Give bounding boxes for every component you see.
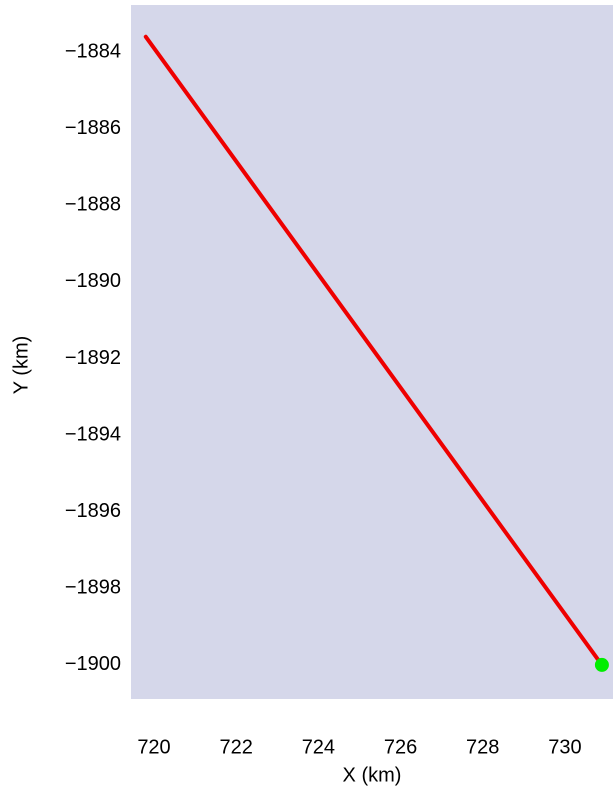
x-tick-label: 720 [137,736,170,758]
plot-area [131,5,613,699]
x-tick-label: 722 [220,736,253,758]
y-tick-label: −1890 [65,270,121,292]
y-tick-label: −1886 [65,117,121,139]
x-tick-label: 724 [302,736,335,758]
y-tick-label: −1892 [65,347,121,369]
page: X (km) Y (km) 720 722 724 726 728 730 −1884 −18… [0,0,613,801]
y-axis-label: Y (km) [10,336,32,395]
x-tick-label: 730 [548,736,581,758]
y-tick-label: −1896 [65,500,121,522]
y-tick-label: −1898 [65,577,121,599]
y-tick-label: −1900 [65,653,121,675]
x-tick-label: 728 [466,736,499,758]
y-tick-label: −1894 [65,423,121,445]
y-tick-label: −1888 [65,194,121,216]
marker [595,658,609,672]
y-tick-label: −1884 [65,40,121,62]
chart: X (km) Y (km) 720 722 724 726 728 730 −1884 −18… [0,0,613,801]
x-axis-label: X (km) [343,764,402,786]
x-tick-label: 726 [384,736,417,758]
